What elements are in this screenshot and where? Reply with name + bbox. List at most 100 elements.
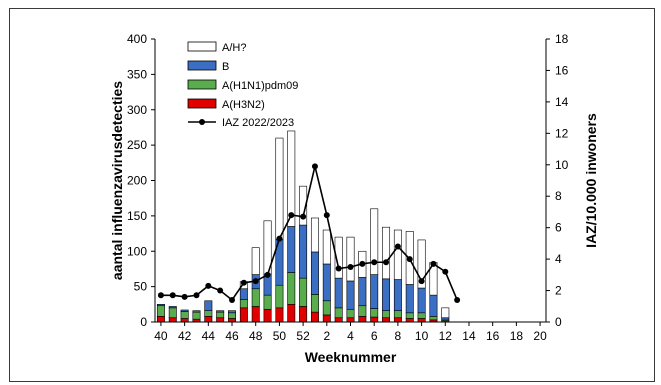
x-tick-label: 46 xyxy=(225,329,239,343)
bar-a-h-10 xyxy=(417,239,426,289)
y2-tick-label: 4 xyxy=(555,252,562,266)
iaz-point-48 xyxy=(252,278,259,285)
iaz-point-42 xyxy=(181,293,188,300)
y2-tick-label: 14 xyxy=(555,95,569,109)
bar-a-h1n1-pdm09-52 xyxy=(299,277,308,307)
iaz-point-2 xyxy=(323,212,330,219)
bar-b-5 xyxy=(358,277,367,307)
iaz-point-1 xyxy=(311,163,318,170)
bar-a-h1n1-pdm09-46 xyxy=(228,312,236,319)
y2-tick-label: 8 xyxy=(555,189,562,203)
bar-a-h1n1-pdm09-5 xyxy=(358,305,367,317)
y2-tick-label: 6 xyxy=(555,221,562,235)
bar-a-h1n1-pdm09-51 xyxy=(287,272,296,305)
y-tick-label: 300 xyxy=(127,103,147,117)
bar-b-2 xyxy=(322,263,331,302)
bar-a-h1n1-pdm09-47 xyxy=(239,299,248,309)
y2-tick-label: 0 xyxy=(555,315,562,329)
bar-a-h3n2-8 xyxy=(393,317,402,323)
chart-figure: 0 50 100 150 200 250 300 350 400 0 2 4 6 8 10 12 14 16 18 4… xyxy=(9,8,655,382)
x-tick-label: 2 xyxy=(323,329,330,343)
bar-b-4 xyxy=(346,280,355,310)
bar-b-10 xyxy=(417,287,426,314)
bar-a-h3n2-49 xyxy=(263,308,272,323)
iaz-point-6 xyxy=(371,259,378,266)
y2-tick-label: 2 xyxy=(555,284,562,298)
bar-a-h-3 xyxy=(334,236,343,279)
iaz-point-51 xyxy=(288,212,295,219)
x-tick-label: 40 xyxy=(154,329,168,343)
iaz-point-8 xyxy=(394,243,401,250)
bar-a-h3n2-5 xyxy=(358,316,367,323)
bar-a-h3n2-42 xyxy=(180,318,189,323)
y-axis-title: aantal influenzavirusdetecties xyxy=(109,81,125,280)
bar-a-h3n2-3 xyxy=(334,317,343,323)
iaz-point-13 xyxy=(454,296,461,303)
y2-tick-label: 16 xyxy=(555,63,569,77)
y-tick-label: 150 xyxy=(127,209,147,223)
bar-a-h1n1-pdm09-3 xyxy=(334,307,343,319)
bar-b-52 xyxy=(299,224,308,279)
y-tick-label: 100 xyxy=(127,244,147,258)
chart-svg: 0501001502002503003504000246810121416184… xyxy=(109,32,599,365)
bar-a-h1n1-pdm09-49 xyxy=(263,294,272,310)
x-tick-label: 44 xyxy=(202,329,216,343)
legend-label: A/H? xyxy=(222,42,246,54)
bar-a-h1n1-pdm09-40 xyxy=(156,305,165,317)
y2-tick-label: 12 xyxy=(555,126,569,140)
iaz-point-12 xyxy=(442,268,449,275)
legend-swatch xyxy=(187,60,217,71)
iaz-point-41 xyxy=(169,292,176,299)
bar-a-h1n1-pdm09-48 xyxy=(251,288,260,307)
x-tick-label: 50 xyxy=(273,329,287,343)
bar-a-h-7 xyxy=(382,226,391,280)
bar-a-h1n1-pdm09-4 xyxy=(346,308,355,319)
bar-b-42 xyxy=(180,309,189,312)
bar-a-h3n2-1 xyxy=(310,311,319,323)
x-tick-label: 6 xyxy=(371,329,378,343)
bar-b-51 xyxy=(287,226,296,273)
bar-a-h1n1-pdm09-6 xyxy=(370,308,379,318)
iaz-point-4 xyxy=(347,263,354,270)
iaz-point-46 xyxy=(229,296,236,303)
iaz-point-9 xyxy=(406,256,413,263)
bar-b-44 xyxy=(204,300,213,311)
x-tick-label: 20 xyxy=(533,329,547,343)
bar-a-h1n1-pdm09-43 xyxy=(192,311,201,320)
bar-a-h3n2-50 xyxy=(275,307,284,323)
bar-a-h-6 xyxy=(370,208,379,275)
bar-a-h1n1-pdm09-7 xyxy=(382,310,391,319)
bar-a-h1n1-pdm09-42 xyxy=(180,311,189,319)
iaz-point-40 xyxy=(157,292,164,299)
bar-b-8 xyxy=(393,279,402,311)
bar-a-h3n2-9 xyxy=(405,318,414,323)
x-tick-label: 10 xyxy=(415,329,429,343)
x-tick-label: 4 xyxy=(347,329,354,343)
bar-b-1 xyxy=(310,251,319,295)
y-tick-label: 400 xyxy=(127,32,147,46)
bar-a-h3n2-51 xyxy=(287,304,296,323)
bar-a-h-50 xyxy=(275,137,284,240)
bar-a-h3n2-48 xyxy=(251,306,260,323)
bar-b-43 xyxy=(192,310,201,313)
legend-label: A(H3N2) xyxy=(222,99,265,111)
iaz-point-3 xyxy=(335,265,342,272)
bar-b-6 xyxy=(370,274,379,309)
bar-a-h3n2-2 xyxy=(322,314,331,323)
x-tick-label: 14 xyxy=(462,329,476,343)
bar-a-h3n2-7 xyxy=(382,317,391,323)
bar-a-h1n1-pdm09-1 xyxy=(310,294,319,313)
bar-b-7 xyxy=(382,278,391,311)
bar-a-h1n1-pdm09-9 xyxy=(405,312,414,319)
x-tick-label: 52 xyxy=(296,329,310,343)
y-tick-label: 0 xyxy=(140,315,147,329)
x-tick-label: 16 xyxy=(486,329,500,343)
legend-swatch xyxy=(187,79,217,90)
bar-a-h1n1-pdm09-45 xyxy=(216,311,225,319)
bar-a-h-52 xyxy=(299,185,308,226)
y-tick-label: 250 xyxy=(127,138,147,152)
x-axis-title: Weeknummer xyxy=(305,349,397,365)
bar-a-h-8 xyxy=(393,229,402,280)
bar-a-h3n2-46 xyxy=(228,318,236,323)
y-tick-label: 200 xyxy=(127,174,147,188)
